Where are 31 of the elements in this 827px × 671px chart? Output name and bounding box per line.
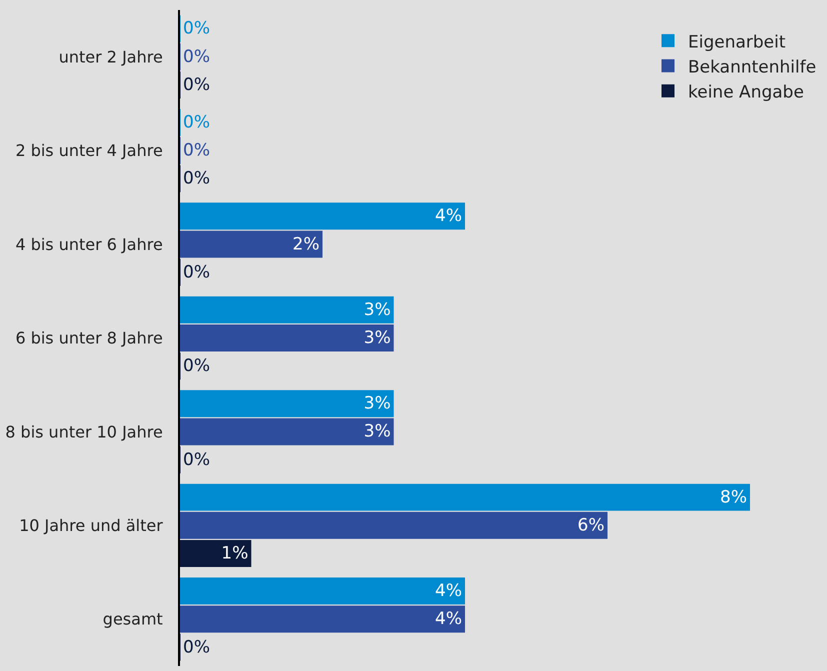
- data-label: 0%: [183, 18, 210, 39]
- data-label: 4%: [435, 206, 462, 226]
- data-label: 3%: [364, 394, 391, 414]
- data-label: 0%: [183, 140, 210, 161]
- y-tick-label: 6 bis unter 8 Jahre: [15, 328, 163, 348]
- data-label: 6%: [578, 515, 604, 536]
- data-label: 0%: [183, 262, 210, 282]
- data-label: 4%: [435, 609, 462, 630]
- data-label: 0%: [183, 112, 210, 132]
- data-label: 3%: [364, 300, 391, 320]
- data-label: 0%: [183, 74, 210, 95]
- y-tick-label: 10 Jahre und älter: [19, 516, 164, 536]
- data-label: 0%: [183, 168, 210, 189]
- data-label: 3%: [364, 328, 391, 348]
- data-label: 4%: [435, 581, 462, 602]
- data-label: 0%: [183, 356, 210, 376]
- legend-label: Eigenarbeit: [688, 32, 786, 52]
- y-tick-label: 2 bis unter 4 Jahre: [15, 141, 163, 160]
- data-label: 0%: [183, 46, 210, 67]
- y-tick-label: 4 bis unter 6 Jahre: [15, 234, 163, 254]
- data-label: 0%: [183, 637, 210, 658]
- data-label: 8%: [720, 487, 747, 508]
- y-tick-label: gesamt: [102, 610, 163, 629]
- data-label: 1%: [221, 544, 248, 564]
- data-label: 2%: [292, 234, 320, 254]
- data-label: 0%: [183, 450, 210, 470]
- legend-label: Bekanntenhilfe: [688, 57, 816, 78]
- y-tick-label: unter 2 Jahre: [58, 47, 163, 66]
- data-label: 3%: [364, 422, 391, 442]
- y-tick-label: 8 bis unter 10 Jahre: [5, 422, 163, 442]
- legend-label: keine Angabe: [688, 82, 804, 102]
